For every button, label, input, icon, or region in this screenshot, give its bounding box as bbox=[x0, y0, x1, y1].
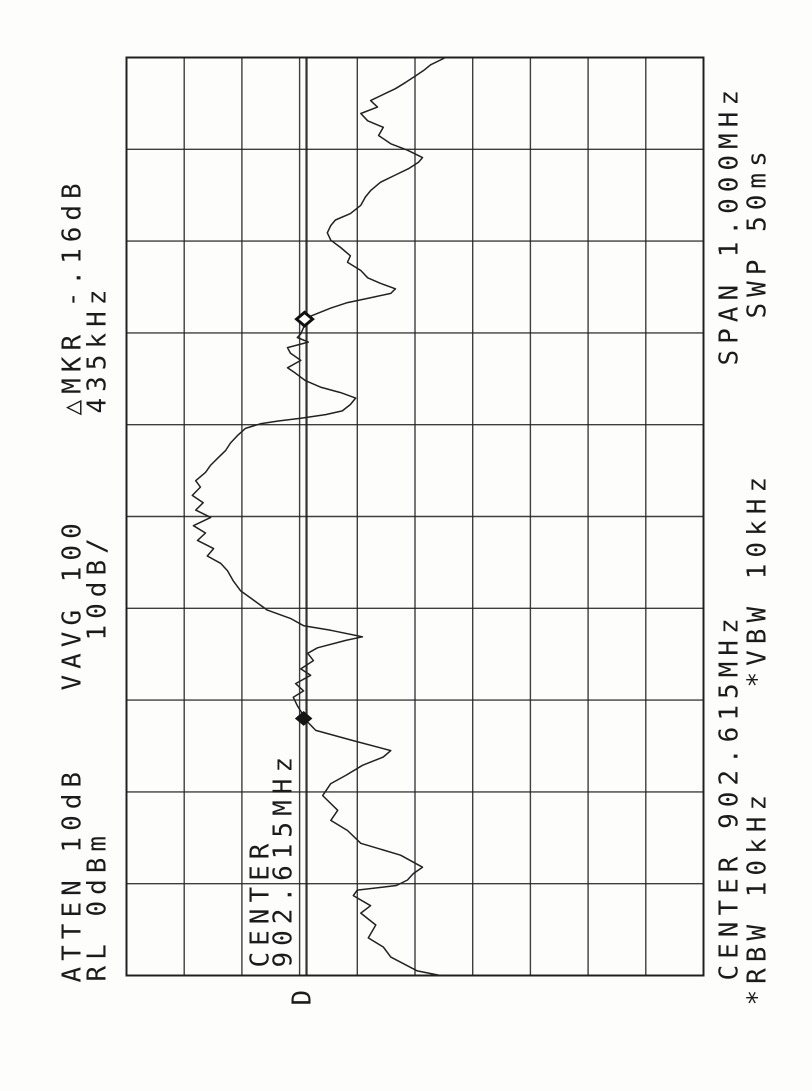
display-line-label: D bbox=[287, 983, 317, 1005]
active-function-line2: 902.615MHz bbox=[268, 750, 298, 967]
center-freq-readout: CENTER 902.615MHz bbox=[714, 611, 744, 980]
delta-marker-freq: 435kHz bbox=[82, 283, 112, 413]
ref-level-readout: RL 0dBm bbox=[82, 829, 112, 981]
rbw-readout: *RBW 10kHz bbox=[742, 788, 772, 1005]
graticule-border bbox=[125, 56, 704, 976]
trace bbox=[191, 56, 446, 976]
vbw-readout: *VBW 10kHz bbox=[742, 470, 772, 687]
delta-marker-diamond-icon bbox=[293, 309, 315, 328]
graticule-grid bbox=[125, 56, 704, 976]
scale-readout: 10dB/ bbox=[82, 531, 112, 640]
delta-marker-readout: △MKR -.16dB bbox=[57, 176, 87, 415]
span-readout: SPAN 1.000MHz bbox=[714, 83, 744, 366]
video-avg-readout: VAVG 100 bbox=[57, 516, 87, 690]
atten-readout: ATTEN 10dB bbox=[57, 765, 87, 982]
sweep-readout: SWP 50ms bbox=[742, 144, 772, 318]
